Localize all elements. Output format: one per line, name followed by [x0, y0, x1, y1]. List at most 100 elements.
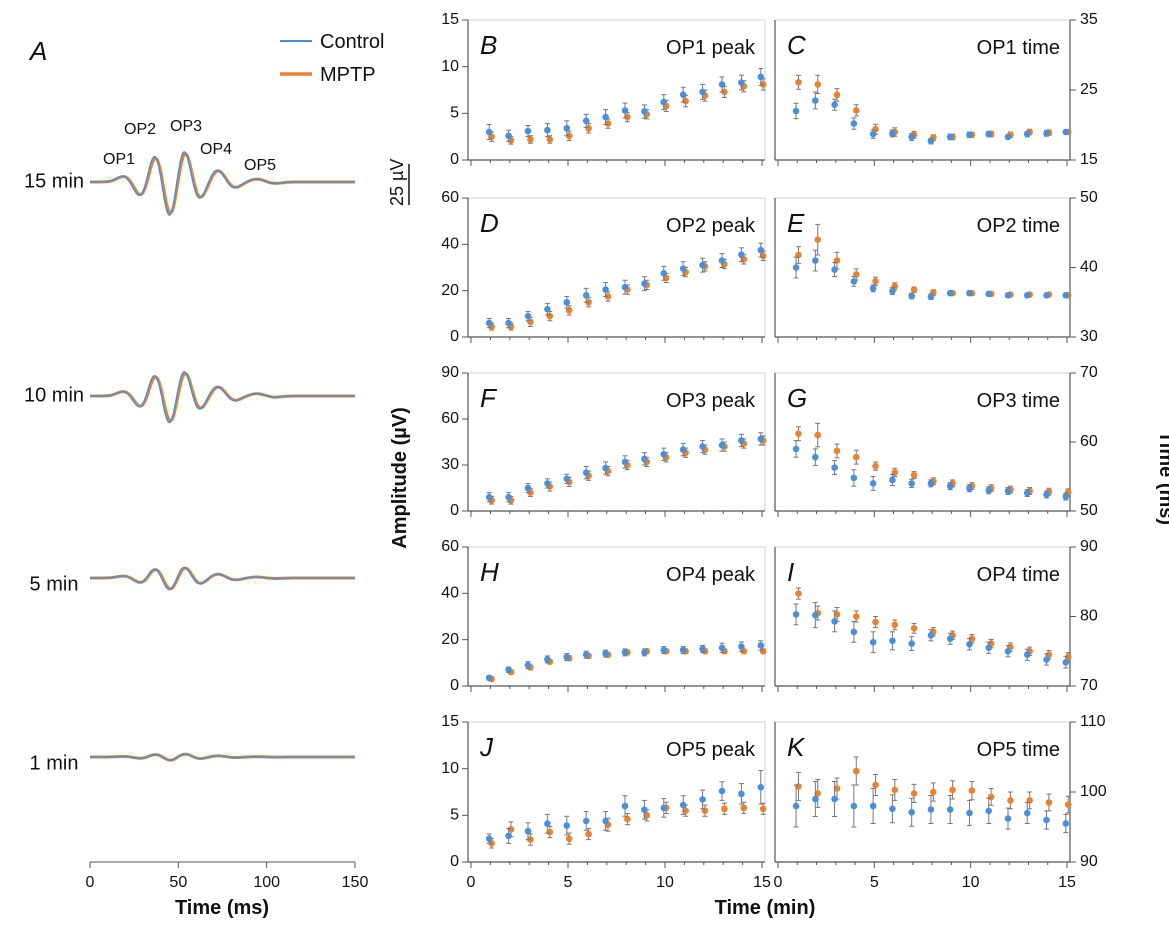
- point-control: [889, 287, 896, 295]
- point-mptp: [814, 790, 822, 797]
- point-control: [889, 805, 896, 813]
- point-control: [524, 827, 532, 835]
- y-tick-label: 60: [441, 538, 459, 555]
- point-control: [641, 108, 648, 115]
- point-control: [1062, 128, 1070, 136]
- point-control: [738, 251, 745, 259]
- point-control: [792, 802, 800, 810]
- point-mptp: [930, 788, 937, 796]
- point-mptp: [814, 236, 822, 243]
- x-tick-label: 5: [870, 874, 879, 891]
- y-tick-label: 0: [450, 328, 459, 345]
- y-tick-label: 30: [441, 456, 459, 473]
- point-control: [485, 493, 493, 501]
- y-tick-label: 10: [441, 760, 459, 777]
- point-mptp: [507, 826, 515, 833]
- point-control: [699, 443, 706, 450]
- point-control: [1004, 815, 1012, 822]
- point-control: [792, 264, 800, 271]
- point-control: [1043, 656, 1050, 663]
- point-mptp: [585, 124, 592, 132]
- point-control: [927, 293, 935, 300]
- point-mptp: [795, 430, 802, 438]
- y-tick-label: 70: [1080, 677, 1098, 694]
- trace-group-0: 15 min: [24, 151, 356, 216]
- point-control: [505, 132, 512, 140]
- y-tick-label: 90: [1080, 538, 1098, 555]
- panel-a-x-axis: Time (ms): [90, 861, 355, 919]
- point-control: [563, 298, 571, 306]
- point-control: [869, 480, 877, 487]
- point-control: [699, 88, 706, 96]
- y-tick-label: 50: [1080, 189, 1098, 206]
- point-control: [1062, 493, 1070, 500]
- point-control: [1043, 292, 1050, 299]
- point-control: [582, 469, 590, 476]
- point-control: [505, 832, 512, 840]
- point-mptp: [624, 113, 631, 121]
- point-mptp: [833, 785, 841, 792]
- point-control: [582, 117, 590, 125]
- trace-group-3: 1 min: [30, 752, 356, 774]
- point-mptp: [682, 807, 689, 814]
- point-mptp: [643, 812, 651, 819]
- point-control: [544, 480, 551, 487]
- point-mptp: [852, 767, 860, 775]
- trace-control: [90, 371, 355, 424]
- point-control: [927, 480, 935, 487]
- point-mptp: [852, 107, 860, 114]
- y-tick-label: 25: [1080, 81, 1098, 98]
- point-mptp: [585, 830, 592, 838]
- point-mptp: [527, 136, 534, 143]
- point-control: [812, 611, 819, 619]
- point-mptp: [968, 787, 976, 794]
- point-control: [869, 802, 877, 810]
- point-control: [679, 446, 687, 453]
- point-control: [889, 637, 896, 645]
- point-control: [699, 645, 706, 653]
- point-control: [738, 79, 745, 86]
- point-mptp: [1045, 651, 1053, 659]
- point-control: [927, 137, 935, 145]
- y-tick-label: 10: [441, 58, 459, 75]
- op-peak-labels: OP1 OP2 OP3 OP4 OP5: [103, 118, 276, 174]
- point-control: [908, 640, 915, 647]
- point-control: [641, 806, 648, 814]
- y-tick-label: 90: [1080, 853, 1098, 870]
- point-control: [563, 653, 571, 661]
- op2-label: OP2: [124, 121, 156, 138]
- point-control: [621, 283, 629, 291]
- trace-label: 5 min: [30, 573, 79, 595]
- trace-label: 1 min: [30, 752, 79, 774]
- op5-label: OP5: [244, 157, 276, 174]
- point-mptp: [795, 79, 802, 86]
- trace-group-2: 5 min: [30, 566, 356, 595]
- point-control: [1043, 816, 1050, 824]
- y-tick-label: 40: [441, 585, 459, 602]
- legend-control-label: Control: [320, 31, 384, 53]
- point-control: [812, 257, 819, 264]
- y-tick-label: 60: [441, 410, 459, 427]
- point-mptp: [795, 590, 802, 597]
- point-mptp: [872, 278, 879, 285]
- point-mptp: [872, 618, 879, 626]
- point-control: [757, 246, 765, 254]
- y-tick-label: 60: [441, 189, 459, 206]
- panel-D: 0 20 40 60 D OP2 peak: [441, 189, 767, 345]
- point-control: [869, 285, 877, 292]
- x-tick-label: 0: [86, 874, 95, 891]
- point-control: [850, 278, 858, 285]
- x-tick-label: 10: [962, 874, 980, 891]
- trace-label: 10 min: [24, 384, 84, 406]
- point-control: [485, 128, 493, 136]
- panel-a-x-ticks: 0 50 100 150: [86, 862, 368, 891]
- point-control: [602, 650, 609, 657]
- point-control: [544, 126, 551, 134]
- point-control: [679, 91, 687, 98]
- point-mptp: [759, 805, 767, 813]
- point-control: [1023, 292, 1031, 299]
- point-control: [660, 269, 668, 277]
- panel-letter: D: [480, 208, 499, 238]
- point-control: [927, 631, 935, 639]
